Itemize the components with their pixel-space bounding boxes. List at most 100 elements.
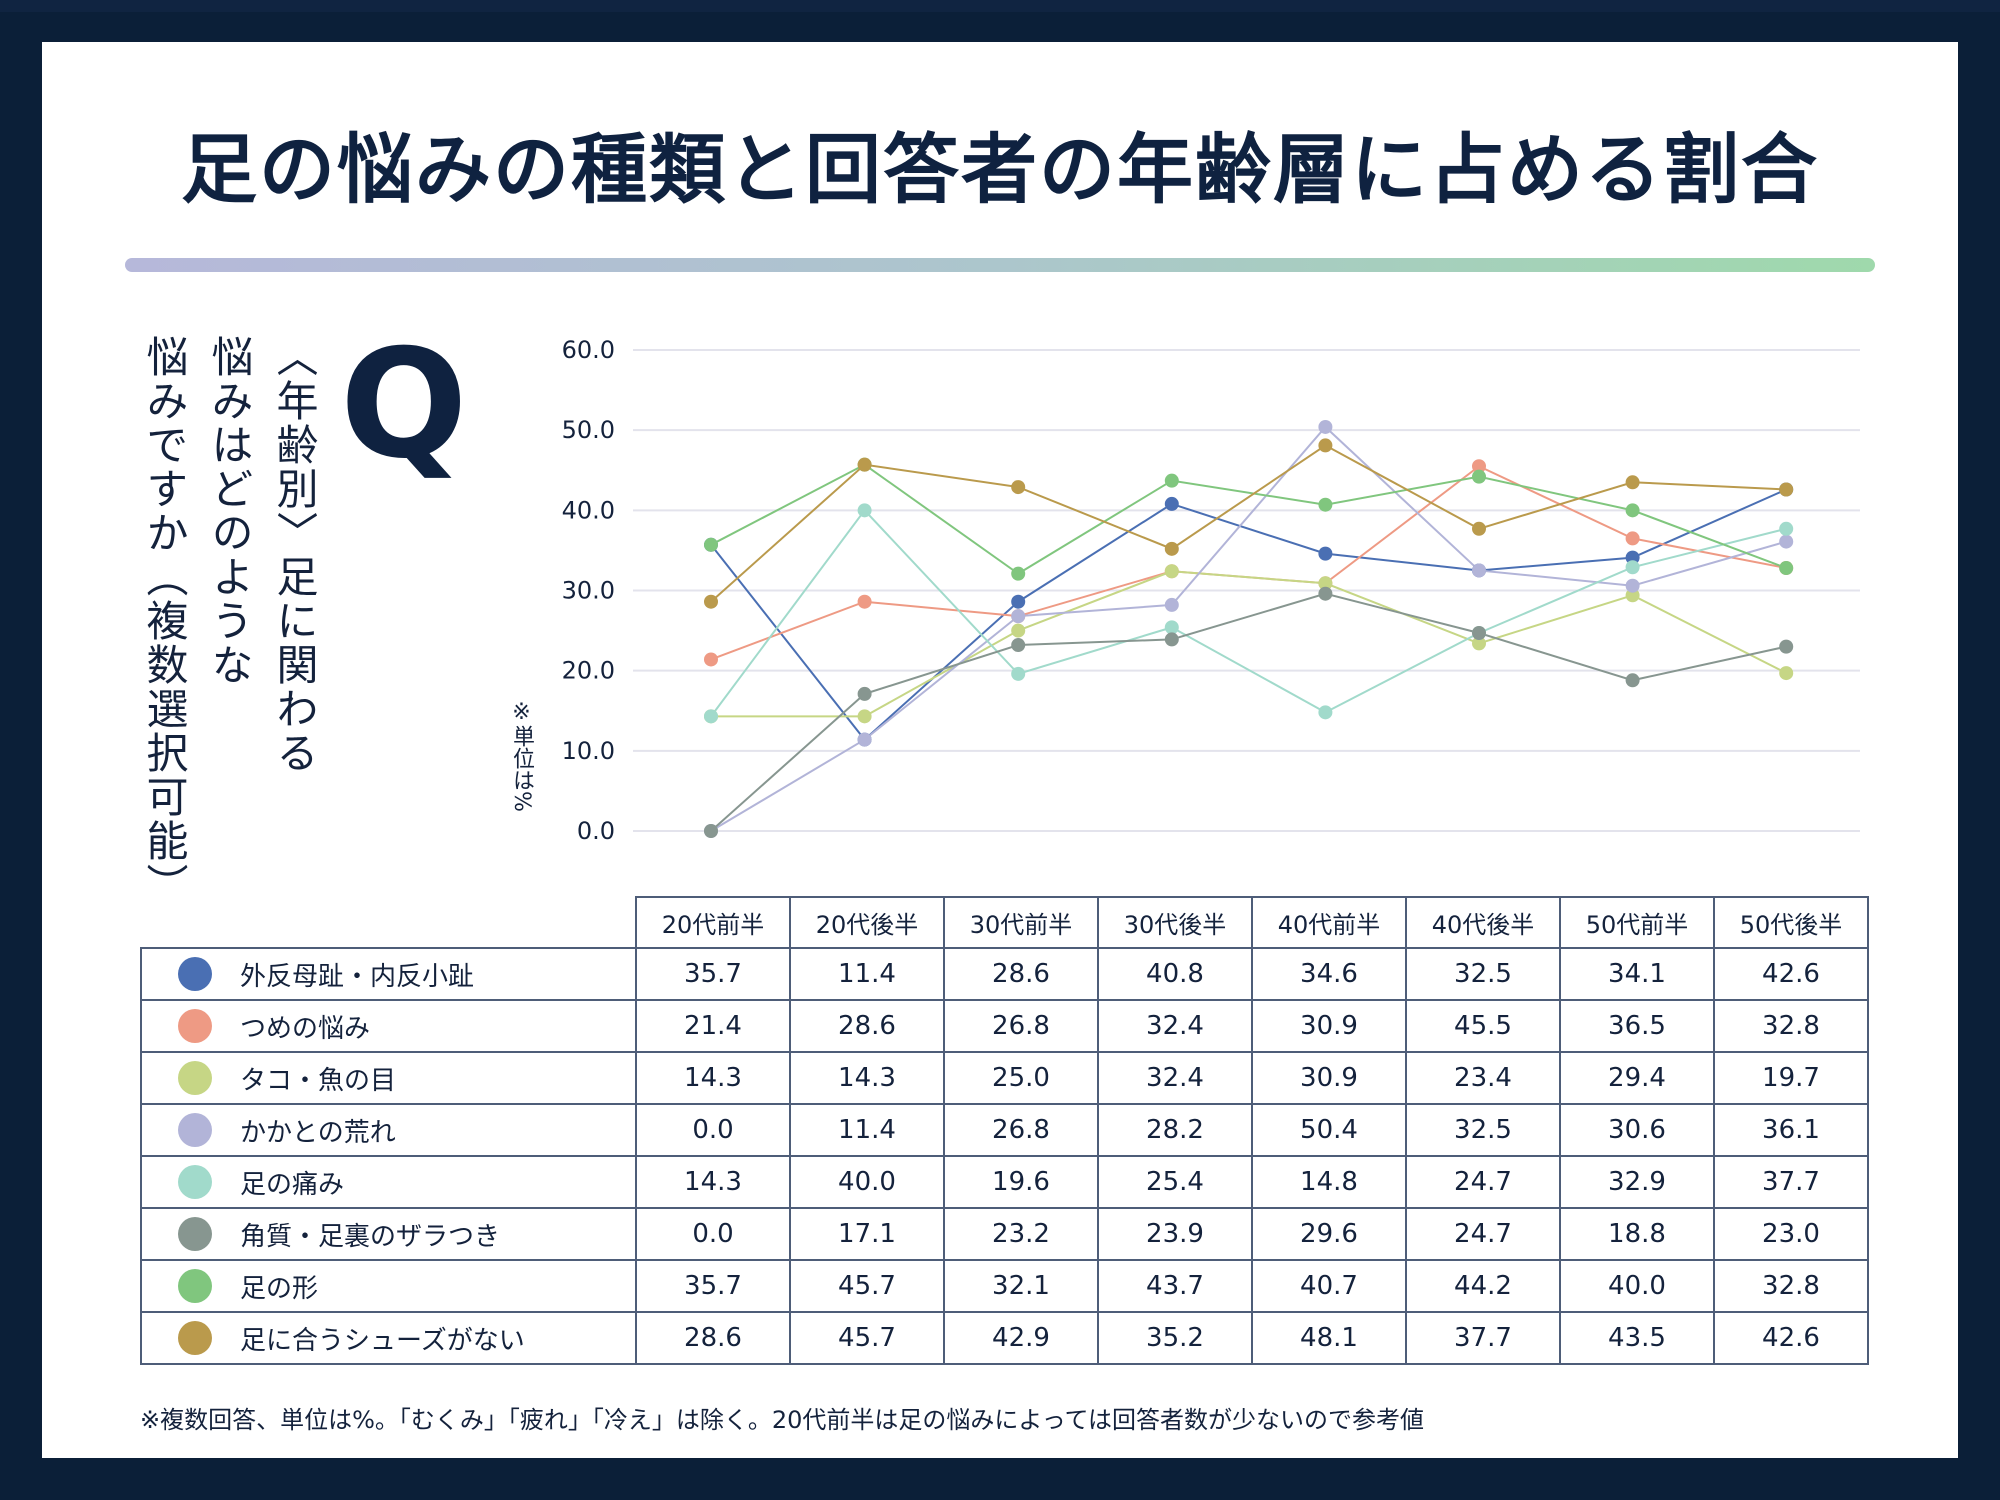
data-point [704, 594, 718, 609]
data-point [1779, 639, 1794, 654]
table-row: 足に合うシューズがない 28.6 45.7 42.9 35.2 48.1 37.7 43.5 4… [140, 1311, 1869, 1365]
table-cell: 0.0 [635, 1207, 791, 1261]
table-cell: 23.0 [1713, 1207, 1869, 1261]
table-cell: 18.8 [1559, 1207, 1715, 1261]
table-cell: 32.8 [1713, 999, 1869, 1053]
table-cell: 45.7 [789, 1311, 945, 1365]
legend-dot-icon [178, 957, 212, 991]
table-row: 足の形 35.7 45.7 32.1 43.7 40.7 44.2 40.0 32.8 [140, 1259, 1869, 1313]
data-point [857, 686, 872, 701]
data-point [1011, 566, 1026, 581]
row-label-cell: 外反母趾・内反小趾 [140, 947, 637, 1001]
data-point [1472, 521, 1486, 536]
data-point [1472, 469, 1486, 484]
table-cell: 36.5 [1559, 999, 1715, 1053]
question-line-1: 〈年齢別〉足に関わる [270, 335, 319, 775]
table-cell: 19.6 [943, 1155, 1099, 1209]
data-point [857, 594, 872, 609]
series-line [710, 444, 1787, 603]
top-band [0, 0, 2000, 12]
data-point [1779, 482, 1794, 497]
legend-dot-icon [178, 1061, 212, 1095]
table-cell: 14.8 [1251, 1155, 1407, 1209]
table-cell: 25.0 [943, 1051, 1099, 1105]
y-axis-ticks: 0.0 10.0 20.0 30.0 40.0 50.0 60.0 [562, 336, 615, 845]
table-cell: 23.4 [1405, 1051, 1561, 1105]
table-cell: 29.6 [1251, 1207, 1407, 1261]
table-cell: 42.9 [943, 1311, 1099, 1365]
data-point [1164, 632, 1179, 647]
table-cell: 32.5 [1405, 1103, 1561, 1157]
row-label: 角質・足裏のザラつき [240, 1221, 501, 1252]
column-header: 20代後半 [789, 896, 945, 949]
table-cell: 24.7 [1405, 1207, 1561, 1261]
column-header: 30代前半 [943, 896, 1099, 949]
legend-dot-icon [178, 1113, 212, 1147]
column-header: 40代後半 [1405, 896, 1561, 949]
y-tick-label: 20.0 [562, 657, 615, 685]
data-point [1625, 550, 1640, 565]
y-tick-label: 50.0 [562, 416, 615, 444]
y-tick-label: 30.0 [562, 577, 615, 605]
row-label: タコ・魚の目 [240, 1065, 397, 1096]
series-line [711, 570, 1787, 718]
row-label-cell: 足の痛み [140, 1155, 637, 1209]
table-cell: 40.8 [1097, 947, 1253, 1001]
data-point [1011, 623, 1026, 638]
table-cell: 14.3 [635, 1051, 791, 1105]
row-label: 足の形 [240, 1273, 319, 1304]
data-point [1164, 496, 1179, 511]
table-cell: 11.4 [789, 1103, 945, 1157]
unit-note: ※単位は% [509, 700, 534, 812]
table-cell: 23.2 [943, 1207, 1099, 1261]
table-cell: 23.9 [1097, 1207, 1253, 1261]
data-point [1011, 609, 1026, 624]
row-label-cell: 足に合うシューズがない [140, 1311, 637, 1365]
table-cell: 28.6 [635, 1311, 791, 1365]
y-tick-label: 40.0 [562, 496, 615, 524]
legend-dot-icon [178, 1321, 212, 1355]
table-cell: 32.9 [1559, 1155, 1715, 1209]
row-label-cell: 足の形 [140, 1259, 637, 1313]
data-point [1318, 419, 1333, 434]
table-row: 角質・足裏のザラつき 0.0 17.1 23.2 23.9 29.6 24.7 18.8 23.… [140, 1207, 1869, 1261]
table-cell: 36.1 [1713, 1103, 1869, 1157]
data-point [1625, 560, 1640, 575]
table-cell: 35.7 [635, 1259, 791, 1313]
table-cell: 14.3 [789, 1051, 945, 1105]
chart-series-points [704, 419, 1794, 838]
table-cell: 42.6 [1713, 947, 1869, 1001]
table-cell: 21.4 [635, 999, 791, 1053]
legend-dot-icon [178, 1009, 212, 1043]
table-cell: 45.7 [789, 1259, 945, 1313]
table-cell: 32.4 [1097, 999, 1253, 1053]
legend-dot-icon [178, 1165, 212, 1199]
data-point [1164, 541, 1179, 556]
data-point [1164, 597, 1179, 612]
data-point [1164, 620, 1179, 635]
table-cell: 29.4 [1559, 1051, 1715, 1105]
data-point [1011, 638, 1026, 653]
page-title: 足の悩みの種類と回答者の年齢層に占める割合 [181, 125, 1819, 214]
row-label: 足の痛み [240, 1169, 345, 1200]
column-header: 50代前半 [1559, 896, 1715, 949]
data-point [1779, 666, 1794, 681]
column-header: 20代前半 [635, 896, 791, 949]
data-point [1318, 586, 1333, 601]
table-row: タコ・魚の目 14.3 14.3 25.0 32.4 30.9 23.4 29.4 19.7 [140, 1051, 1869, 1105]
data-point [1625, 531, 1640, 546]
row-label-cell: つめの悩み [140, 999, 637, 1053]
data-point [1779, 534, 1794, 549]
title-underline-bar [125, 258, 1875, 272]
data-point [1164, 473, 1179, 488]
data-point [1625, 578, 1640, 593]
data-point [1625, 588, 1640, 603]
table-cell: 26.8 [943, 1103, 1099, 1157]
table-cell: 32.5 [1405, 947, 1561, 1001]
row-label: かかとの荒れ [240, 1117, 396, 1148]
table-cell: 32.8 [1713, 1259, 1869, 1313]
series-line [710, 488, 1787, 742]
question-mark-q: Q [340, 318, 468, 492]
data-point [1472, 625, 1486, 640]
row-label: 外反母趾・内反小趾 [240, 961, 475, 992]
